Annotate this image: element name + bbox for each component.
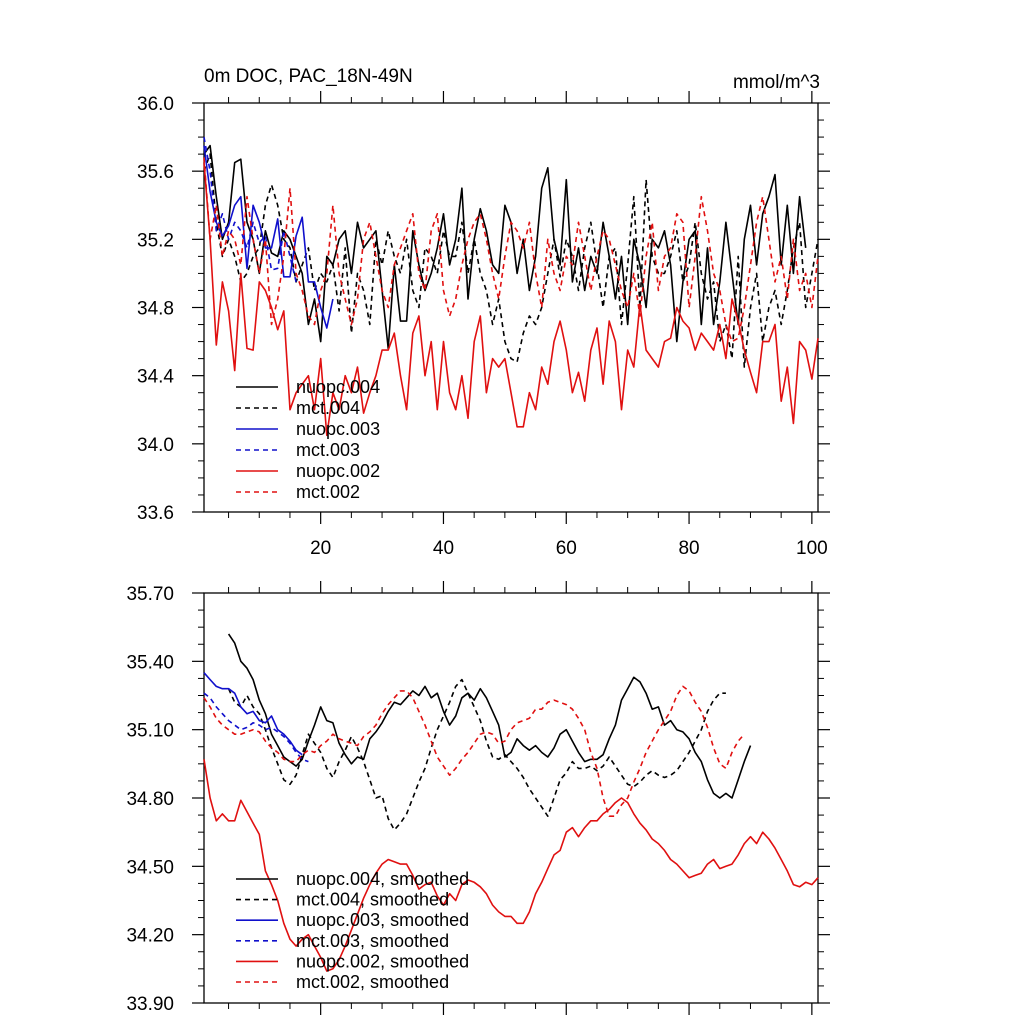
y-tick-label: 35.70 — [126, 584, 174, 605]
series-line — [203, 692, 309, 763]
y-tick-label: 34.8 — [137, 299, 174, 320]
legend-entry-label: nuopc.003 — [296, 419, 380, 439]
y-tick-label: 33.90 — [126, 994, 174, 1015]
y-tick-label: 34.4 — [137, 367, 174, 388]
legend-entry-label: nuopc.002, smoothed — [296, 951, 469, 971]
legend-entry-label: mct.003, smoothed — [296, 931, 449, 951]
legend-entry-label: nuopc.002 — [296, 461, 380, 481]
y-tick-label: 35.6 — [137, 162, 174, 183]
y-tick-label: 33.6 — [137, 503, 174, 524]
series-line — [203, 162, 819, 437]
x-tick-label: 40 — [433, 538, 454, 559]
series-line — [203, 759, 819, 972]
legend-entry-label: nuopc.004 — [296, 377, 380, 397]
y-tick-label: 35.40 — [126, 652, 174, 673]
legend-entry-label: mct.002, smoothed — [296, 972, 449, 992]
y-tick-label: 35.2 — [137, 230, 174, 251]
series-line — [203, 157, 819, 343]
y-tick-label: 34.0 — [137, 435, 174, 456]
x-tick-label: 80 — [678, 538, 699, 559]
top-chart-units: mmol/m^3 — [733, 72, 820, 93]
legend-entry-label: mct.004, smoothed — [296, 890, 449, 910]
bottom-smoothed-line-chart: 33.90 34.20 34.50 34.80 35.10 35.40 35.70 nuopc… — [126, 581, 830, 1015]
y-tick-label: 36.0 — [137, 94, 174, 115]
series-line — [203, 144, 807, 350]
top-line-chart: 20 40 60 80 100 33.6 34.0 34.4 34.8 35.2 35.6 36.0 n… — [137, 91, 830, 559]
y-tick-label: 35.10 — [126, 721, 174, 742]
legend-entry-label: mct.004 — [296, 398, 360, 418]
legend-entry-label: nuopc.003, smoothed — [296, 910, 469, 930]
series-line — [203, 145, 334, 329]
series-line — [203, 672, 303, 756]
x-tick-label: 20 — [310, 538, 331, 559]
top-chart-title: 0m DOC, PAC_18N-49N — [204, 66, 413, 87]
y-tick-label: 34.80 — [126, 789, 174, 810]
series-line — [203, 136, 297, 283]
x-tick-label: 60 — [556, 538, 577, 559]
x-tick-label: 100 — [796, 538, 828, 559]
legend-entry-label: nuopc.004, smoothed — [296, 869, 469, 889]
y-tick-label: 34.20 — [126, 926, 174, 947]
legend-entry-label: mct.002 — [296, 482, 360, 502]
series-line — [227, 678, 726, 831]
series-line — [203, 685, 745, 818]
series-line — [203, 153, 819, 368]
y-tick-label: 34.50 — [126, 857, 174, 878]
legend-entry-label: mct.003 — [296, 440, 360, 460]
